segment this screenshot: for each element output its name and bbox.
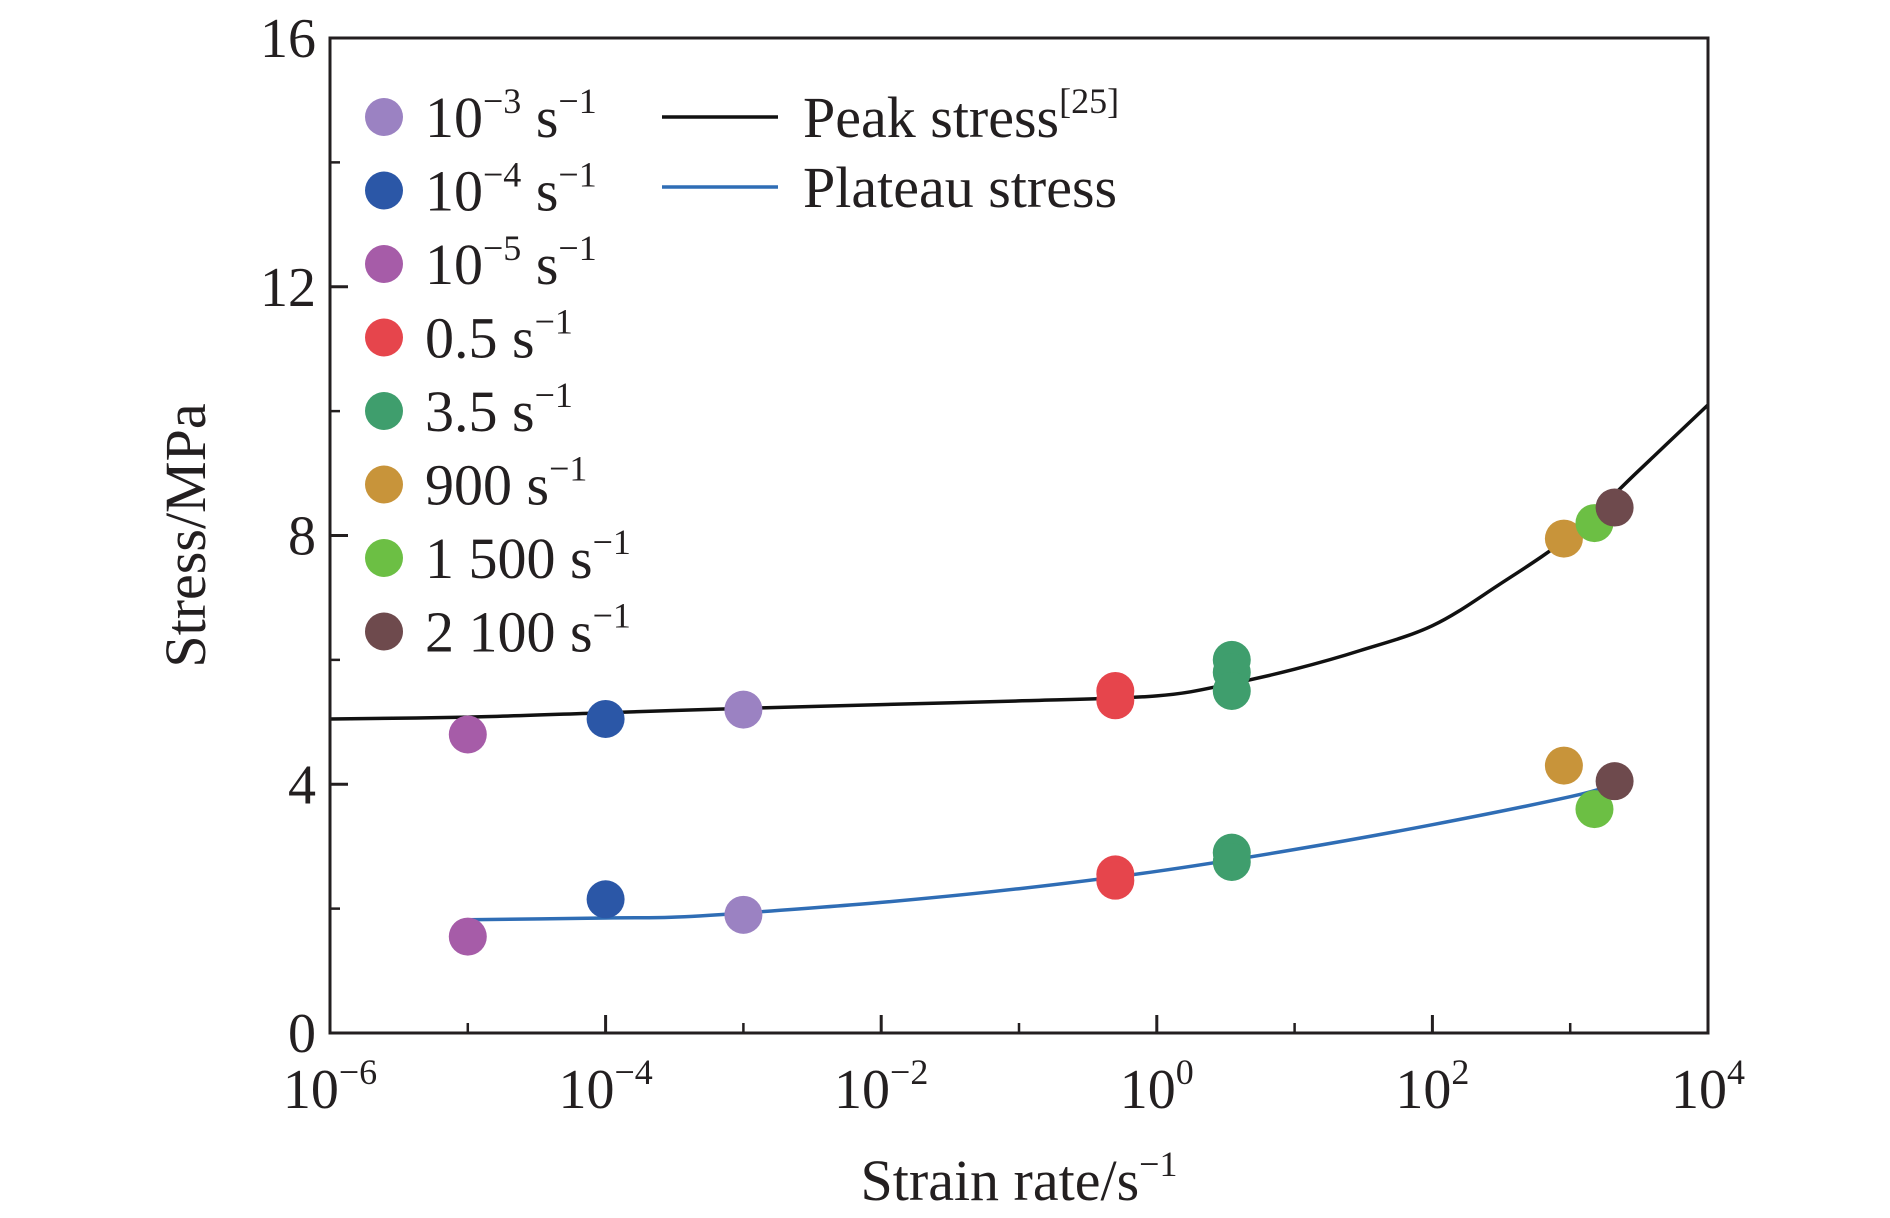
legend-label: Plateau stress [803,155,1117,220]
data-point [1575,790,1614,829]
legend-label: 10−5 s−1 [425,228,597,297]
y-tick-label: 4 [288,754,316,816]
legend-label: 0.5 s−1 [425,302,573,371]
legend-label: 1 500 s−1 [425,522,631,591]
x-tick-label: 10−6 [283,1052,377,1121]
legend-marker [365,318,403,357]
plot-points [448,488,1634,956]
y-tick-label: 0 [288,1003,316,1065]
legend-marker [365,392,403,430]
data-point [448,917,487,956]
legend-label: 3.5 s−1 [425,375,573,444]
legend-lines: Peak stress[25]Plateau stress [662,81,1119,220]
legend-marker [365,98,403,136]
series-line-1 [467,782,1616,922]
legend-label: 2 100 s−1 [425,596,631,665]
x-tick-label: 10−4 [558,1052,652,1121]
y-axis-title: Stress/MPa [153,403,218,667]
data-point [1544,519,1583,558]
data-point [1096,681,1135,720]
data-point [724,690,763,729]
x-tick-label: 102 [1395,1052,1469,1121]
x-axis-title: Strain rate/s−1 [861,1144,1178,1213]
data-point [1544,746,1583,785]
data-point [1096,861,1135,900]
data-point [724,895,763,934]
data-point [448,715,487,754]
legend-marker [365,245,403,283]
y-tick-label: 16 [260,8,316,70]
legend-marker [365,612,403,651]
data-point [1595,488,1634,527]
legend-label: 900 s−1 [425,449,587,518]
legend-marker [365,171,403,210]
legend-points: 10−3 s−110−4 s−110−5 s−10.5 s−13.5 s−190… [365,81,631,665]
legend-label: Peak stress[25] [803,81,1119,150]
data-point [1212,671,1251,710]
x-tick-label: 100 [1120,1052,1194,1121]
legend-marker [365,465,403,504]
x-tick-label: 104 [1671,1052,1745,1121]
x-tick-label: 10−2 [834,1052,928,1121]
legend-label: 10−3 s−1 [425,81,597,150]
y-tick-label: 12 [260,257,316,319]
legend-label: 10−4 s−1 [425,155,597,224]
y-tick-label: 8 [288,506,316,568]
legend-marker [365,539,403,577]
data-point [586,699,625,738]
data-point [586,880,625,919]
axis-ticks [328,36,1710,1035]
data-point [1595,762,1634,801]
tick-labels: 10−6 10−4 10−2 100 102 104 0 4 8 12 16 [260,8,1745,1121]
data-point [1212,842,1251,881]
